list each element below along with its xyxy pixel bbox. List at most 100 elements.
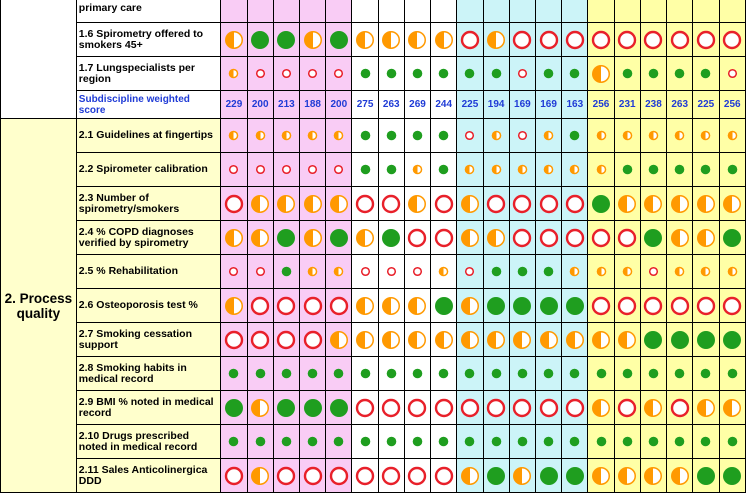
green-dot-icon	[465, 368, 475, 379]
indicator-cell	[298, 356, 327, 391]
section-label	[0, 0, 77, 119]
empty-circle-icon	[539, 228, 558, 247]
indicator-cell	[534, 254, 563, 289]
indicator-cell	[220, 220, 248, 255]
indicator-cell	[587, 22, 615, 57]
indicator-cell	[351, 0, 379, 23]
indicator-cell	[613, 458, 641, 493]
indicator-cell	[430, 356, 458, 391]
indicator-cell	[456, 22, 484, 57]
empty-circle-icon	[644, 30, 663, 49]
indicator-cell	[351, 356, 379, 391]
half-circle-icon	[382, 30, 401, 49]
indicator-cell	[325, 0, 353, 23]
empty-circle-icon	[308, 68, 318, 78]
green-dot-icon	[622, 436, 633, 447]
half-circle-icon	[434, 30, 453, 49]
green-dot-icon	[491, 436, 501, 447]
green-dot-icon	[307, 368, 318, 379]
indicator-cell	[298, 322, 327, 357]
indicator-cell	[639, 220, 668, 255]
empty-circle-icon	[224, 466, 244, 485]
indicator-cell	[666, 0, 694, 23]
indicator-cell	[482, 186, 510, 221]
indicator-cell	[430, 254, 458, 289]
indicator-cell	[272, 152, 301, 187]
green-dot-icon	[674, 368, 685, 379]
green-dot-icon	[517, 436, 528, 447]
green-dot-icon	[334, 436, 344, 447]
indicator-cell	[220, 118, 248, 153]
green-dot-icon	[329, 398, 348, 417]
score-cell: 263	[377, 90, 405, 119]
indicator-cell	[456, 220, 484, 255]
indicator-cell	[508, 356, 536, 391]
indicator-cell	[351, 390, 379, 425]
indicator-cell	[692, 288, 720, 323]
indicator-cell	[718, 458, 746, 493]
indicator-cell	[534, 322, 563, 357]
green-dot-icon	[281, 266, 292, 277]
green-dot-icon	[360, 164, 370, 175]
green-dot-icon	[224, 398, 243, 417]
indicator-cell	[220, 0, 248, 23]
indicator-cell	[587, 118, 615, 153]
indicator-cell	[220, 254, 248, 289]
green-dot-icon	[727, 368, 738, 379]
half-circle-icon	[408, 194, 427, 213]
indicator-cell	[377, 56, 405, 91]
green-dot-icon	[386, 164, 397, 175]
empty-circle-icon	[255, 266, 265, 276]
indicator-cell	[718, 254, 746, 289]
half-circle-icon	[618, 194, 637, 213]
half-circle-icon	[727, 130, 738, 141]
indicator-cell	[298, 0, 327, 23]
empty-circle-icon	[255, 164, 265, 174]
green-dot-icon	[277, 398, 296, 417]
indicator-cell	[666, 356, 694, 391]
indicator-cell	[639, 424, 668, 459]
green-dot-icon	[565, 296, 584, 315]
half-circle-icon	[303, 30, 322, 49]
indicator-cell	[377, 390, 405, 425]
empty-circle-icon	[539, 398, 558, 417]
half-circle-icon	[334, 130, 344, 141]
indicator-cell	[666, 220, 694, 255]
half-circle-icon	[251, 398, 270, 417]
half-circle-icon	[539, 330, 558, 349]
indicator-cell	[692, 56, 720, 91]
empty-circle-icon	[513, 30, 532, 49]
score-cell: 256	[587, 90, 615, 119]
indicator-cell	[666, 152, 694, 187]
indicator-label: primary care	[75, 0, 222, 23]
half-circle-icon	[596, 130, 606, 141]
indicator-cell	[639, 356, 668, 391]
green-dot-icon	[543, 68, 554, 79]
indicator-cell	[403, 390, 432, 425]
green-dot-icon	[565, 466, 584, 485]
empty-circle-icon	[224, 194, 244, 213]
indicator-cell	[272, 220, 301, 255]
green-dot-icon	[329, 30, 348, 49]
green-dot-icon	[648, 368, 659, 379]
indicator-cell	[508, 220, 536, 255]
indicator-cell	[403, 22, 432, 57]
empty-circle-icon	[308, 164, 318, 174]
half-circle-icon	[303, 194, 322, 213]
indicator-cell	[377, 186, 405, 221]
empty-circle-icon	[281, 68, 291, 78]
empty-circle-icon	[355, 466, 375, 485]
indicator-cell	[613, 186, 641, 221]
half-circle-icon	[644, 466, 663, 485]
empty-circle-icon	[591, 228, 611, 247]
empty-circle-icon	[513, 398, 532, 417]
indicator-cell	[456, 322, 484, 357]
indicator-row: 2.6 Osteoporosis test %	[1, 288, 746, 323]
indicator-cell	[534, 118, 563, 153]
indicator-cell	[377, 356, 405, 391]
half-circle-icon	[487, 330, 506, 349]
half-circle-icon	[281, 130, 292, 141]
indicator-cell	[639, 118, 668, 153]
indicator-cell	[561, 424, 589, 459]
half-circle-icon	[622, 266, 633, 277]
